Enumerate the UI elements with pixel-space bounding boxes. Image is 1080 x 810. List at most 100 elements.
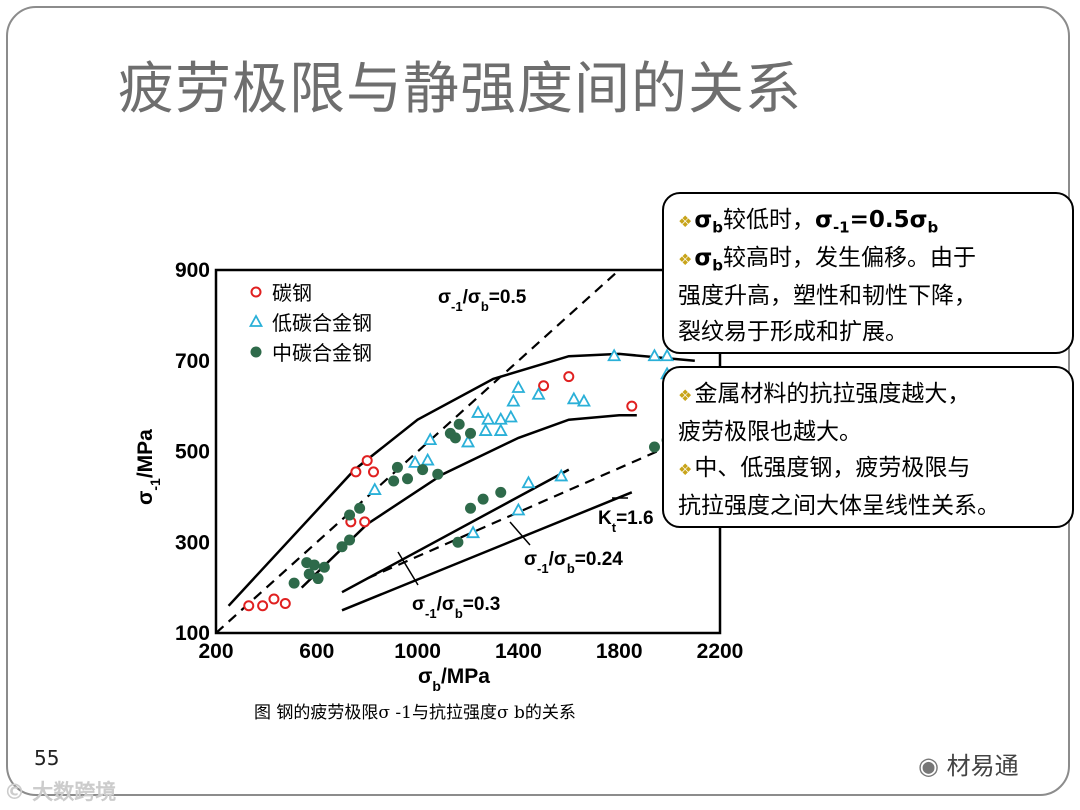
note-2-line-4: 抗拉强度之间大体呈线性关系。 [678, 493, 1000, 519]
y-tick-label: 700 [175, 350, 210, 373]
point-medium-carbon-alloy [344, 534, 356, 546]
point-carbon-steel [243, 600, 255, 612]
point-medium-carbon-alloy [318, 561, 330, 573]
note-2-text-1: 金属材料的抗拉强度越大， [694, 381, 971, 407]
y-tick-label: 300 [175, 531, 210, 554]
note-1-text-1: 较低时， [723, 207, 816, 233]
wechat-icon: ◉ [918, 752, 939, 780]
point-low-carbon-alloy [493, 423, 508, 436]
point-low-carbon-alloy [478, 423, 493, 436]
point-medium-carbon-alloy [452, 536, 464, 548]
annotation-ratio-0.24: σ-1/σb=0.24 [524, 549, 623, 576]
point-medium-carbon-alloy [303, 568, 315, 580]
point-low-carbon-alloy [521, 475, 536, 489]
ratio-0.3-line [341, 468, 570, 594]
upper-band-curve [227, 352, 695, 607]
point-low-carbon-alloy [511, 380, 526, 393]
point-low-carbon-alloy [511, 502, 526, 516]
point-medium-carbon-alloy [402, 473, 414, 485]
point-low-carbon-alloy [423, 432, 438, 446]
point-carbon-steel [626, 400, 638, 412]
annotations: σ-1/σb=0.5 σ-1/σb=0.24 σ-1/σb=0.3 Kt=1.6 [397, 287, 654, 621]
y-axis-label: σ-1/MPa [134, 429, 163, 505]
plot-area [214, 268, 722, 635]
watermark-right: ◉ 材易通 [918, 746, 1019, 781]
legend-label: 碳钢 [272, 281, 312, 305]
legend-marker-low-carbon [248, 314, 264, 327]
point-medium-carbon-alloy [308, 559, 320, 571]
x-tick-label: 1000 [394, 640, 441, 663]
figure-caption: 图 钢的疲劳极限σ -1与抗拉强度σ b的关系 [254, 703, 576, 723]
slide-title: 疲劳极限与静强度间的关系 [118, 57, 802, 122]
point-low-carbon-alloy [660, 348, 675, 362]
note-1-line-3: 强度升高，塑性和韧性下降， [678, 283, 977, 309]
point-medium-carbon-alloy [449, 432, 461, 444]
point-low-carbon-alloy [506, 393, 521, 407]
diamond-bullet-icon: ❖ [678, 460, 693, 479]
point-carbon-steel [368, 466, 379, 478]
note-2-line-2: 疲劳极限也越大。 [678, 419, 862, 445]
point-medium-carbon-alloy [417, 464, 429, 476]
point-medium-carbon-alloy [495, 486, 507, 498]
point-medium-carbon-alloy [453, 418, 465, 430]
point-low-carbon-alloy [408, 454, 423, 468]
point-low-carbon-alloy [367, 482, 382, 495]
annotation-ratio-0.5: σ-1/σb=0.5 [438, 287, 527, 314]
note-box-1: ❖σb较低时，σ-1=0.5σb ❖σb较高时，发生偏移。由于 强度升高，塑性和… [662, 192, 1074, 354]
point-medium-carbon-alloy [288, 577, 300, 589]
legend-marker-carbon [250, 286, 262, 298]
point-carbon-steel [268, 593, 280, 605]
y-tick-label: 500 [175, 441, 210, 464]
note-1-line-2: ❖σb较高时，发生偏移。由于 [678, 240, 1058, 278]
point-low-carbon-alloy [471, 405, 486, 418]
x-tick-label: 600 [299, 640, 334, 663]
y-tick-label: 100 [175, 622, 210, 645]
point-medium-carbon-alloy [465, 502, 477, 514]
point-medium-carbon-alloy [391, 461, 403, 473]
point-low-carbon-alloy [576, 393, 591, 407]
legend-marker-medium-carbon [250, 346, 262, 358]
watermark-right-text: 材易通 [946, 752, 1019, 780]
note-1-line-4: 裂纹易于形成和扩展。 [678, 319, 908, 345]
kt-1.6-line [341, 491, 633, 612]
page-number: 55 [34, 746, 60, 770]
x-tick-label: 1400 [495, 640, 542, 663]
annotation-ratio-0.3: σ-1/σb=0.3 [412, 594, 500, 621]
point-carbon-steel [538, 380, 550, 392]
point-low-carbon-alloy [460, 434, 476, 448]
point-medium-carbon-alloy [477, 493, 489, 505]
y-tick-label: 900 [175, 259, 210, 282]
note-box-2: ❖ 金属材料的抗拉强度越大， 疲劳极限也越大。 ❖中、低强度钢，疲劳极限与 抗拉强… [662, 366, 1074, 528]
point-medium-carbon-alloy [432, 468, 444, 480]
diamond-bullet-icon: ❖ [678, 250, 693, 269]
point-low-carbon-alloy [481, 411, 496, 425]
legend-label: 中碳合金钢 [272, 341, 372, 365]
point-carbon-steel [359, 516, 371, 528]
ratio-0.24-leader-line [509, 521, 531, 546]
point-medium-carbon-alloy [344, 509, 356, 521]
point-low-carbon-alloy [566, 391, 581, 405]
x-tick-label: 200 [198, 640, 233, 663]
x-tick-label: 1800 [596, 640, 643, 663]
point-carbon-steel [257, 600, 269, 612]
point-carbon-steel [361, 455, 373, 467]
legend-label: 低碳合金钢 [272, 311, 372, 335]
annotation-kt: Kt=1.6 [598, 508, 654, 535]
point-medium-carbon-alloy [354, 502, 366, 514]
ratio-formula: σ-1=0.5σb [815, 207, 939, 237]
point-medium-carbon-alloy [465, 427, 477, 439]
x-axis-label: σb/MPa [418, 665, 490, 694]
sigma-b-symbol: σb [694, 245, 724, 275]
ratio-0.5-line [215, 269, 620, 634]
point-low-carbon-alloy [531, 386, 546, 400]
note-2-text-3: 中、低强度钢，疲劳极限与 [694, 455, 971, 481]
point-carbon-steel [279, 598, 291, 610]
point-low-carbon-alloy [647, 348, 662, 362]
point-medium-carbon-alloy [312, 573, 324, 585]
point-low-carbon-alloy [554, 468, 569, 482]
note-2-line-3: ❖中、低强度钢，疲劳极限与 [678, 450, 1058, 488]
watermark-left: © 大数跨境 [4, 780, 117, 804]
sigma-b-symbol: σb [694, 207, 724, 237]
point-medium-carbon-alloy [336, 541, 348, 553]
